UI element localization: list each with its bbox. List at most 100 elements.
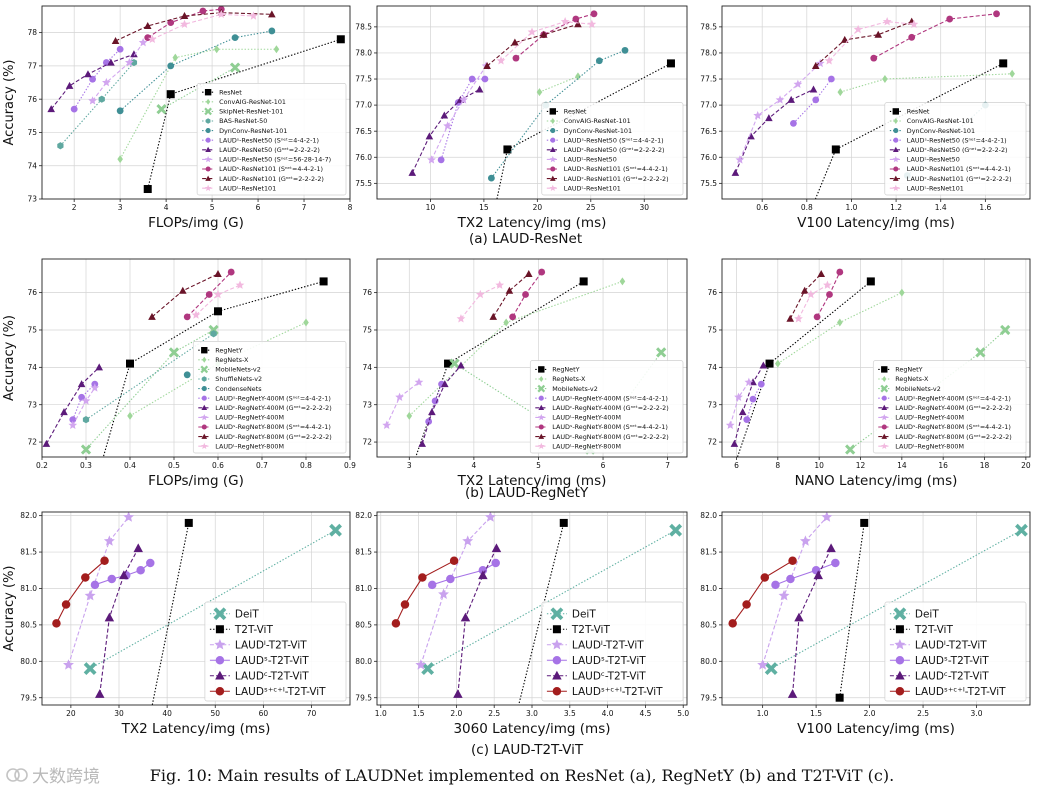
legend-marker-4 — [549, 146, 556, 153]
data-point-10-2 — [216, 9, 226, 19]
data-point-4-3 — [133, 543, 143, 553]
series-line-1 — [777, 292, 903, 365]
series-line-0 — [736, 280, 872, 457]
legend-marker-6 — [205, 146, 211, 153]
watermark-logo-icon — [6, 767, 28, 782]
data-point-2-0 — [80, 444, 92, 455]
y-tick-label: 77.0 — [355, 101, 372, 110]
legend-marker-5 — [892, 155, 900, 163]
plot-area — [382, 268, 667, 457]
legend: RegNetYRegNets-XMobileNets-v2LAUDˢ-RegNe… — [872, 360, 1027, 454]
x-axis-label: V100 Latency/img (ms) — [797, 721, 955, 737]
figure-caption: Fig. 10: Main results of LAUDNet impleme… — [149, 766, 895, 785]
series-line-2 — [420, 516, 491, 666]
data-point-3-2 — [478, 566, 488, 575]
y-tick-label: 72 — [27, 438, 37, 447]
data-point-5-0 — [427, 155, 436, 164]
data-point-1-1 — [559, 518, 568, 527]
data-point-7-0 — [786, 314, 795, 322]
x-tick-label: 0.6 — [212, 461, 224, 470]
data-point-3-0 — [90, 580, 100, 590]
series-line-0 — [89, 529, 336, 670]
y-tick-label: 82.0 — [355, 511, 372, 520]
data-point-4-3 — [491, 543, 502, 553]
series-line-0 — [496, 62, 672, 199]
data-point-4-1 — [794, 612, 804, 622]
series-line-3 — [775, 562, 836, 586]
legend-entry: DynConv-ResNet-101 — [219, 127, 287, 135]
data-point-6-0 — [42, 439, 51, 447]
data-point-7-2 — [539, 30, 548, 38]
data-point-4-0 — [418, 439, 427, 447]
data-point-8-2 — [560, 17, 570, 26]
data-point-7-3 — [574, 20, 582, 28]
legend-entry: ResNet — [564, 108, 587, 116]
x-tick-label: 0.7 — [256, 461, 268, 470]
data-point-4-3 — [759, 361, 768, 369]
data-point-4-2 — [440, 111, 449, 119]
chart-4: 3 4 5 6 7 72 73 74 75 76 TX2 Latency/img (ms) RegNe… — [362, 258, 688, 489]
legend-marker-5 — [215, 687, 225, 696]
y-tick-label: 76 — [707, 288, 717, 297]
legend-entry: LAUDᶜ-RegNetY-400M (Gⁿᵉᵗ=2-2-2-2) — [895, 404, 1011, 412]
legend-marker-5 — [895, 687, 905, 696]
legend-marker-4 — [881, 404, 888, 411]
data-point-0-2 — [579, 277, 588, 286]
y-tick-label: 82.0 — [20, 511, 37, 520]
x-tick-label: 0.5 — [168, 461, 180, 470]
legend-marker-10 — [204, 184, 212, 191]
legend-marker-0 — [881, 366, 888, 373]
series-line-1 — [839, 522, 865, 698]
legend-entry: LAUDᴵ-T2T-ViT — [235, 639, 307, 651]
data-point-1-1 — [882, 75, 888, 84]
legend-marker-10 — [201, 442, 208, 449]
legend-entry: T2T-ViT — [571, 624, 611, 636]
series-line-8 — [500, 21, 592, 62]
x-tick-label: 3 — [118, 203, 123, 212]
data-point-4-2 — [749, 378, 757, 386]
data-point-1-0 — [406, 411, 413, 420]
data-point-5-0 — [735, 155, 745, 164]
data-point-7-1 — [511, 38, 519, 46]
series-line-5 — [73, 48, 121, 110]
data-point-10-1 — [213, 289, 223, 299]
data-point-1-2 — [899, 288, 905, 297]
x-axis-label: NANO Latency/img (ms) — [795, 473, 958, 489]
legend-marker-6 — [538, 424, 544, 430]
data-point-0-1 — [765, 359, 774, 368]
y-tick-label: 81.5 — [355, 548, 372, 557]
y-tick-label: 76.0 — [700, 153, 717, 162]
y-tick-label: 76.0 — [355, 153, 372, 162]
data-point-7-0 — [489, 312, 498, 320]
data-point-3-1 — [812, 96, 820, 104]
series-line-4 — [119, 30, 272, 112]
data-point-4-2 — [813, 570, 823, 580]
legend-marker-0 — [201, 347, 208, 354]
y-tick-label: 78.0 — [700, 49, 717, 58]
y-tick-label: 74 — [707, 363, 717, 372]
legend-entry: LAUDˢ-RegNetY-800M (Sⁿᵉᵗ=4-4-2-1) — [552, 423, 668, 431]
data-point-8-1 — [806, 289, 816, 299]
axes-frame — [41, 258, 351, 458]
legend-marker-2 — [200, 365, 209, 374]
data-point-3-0 — [82, 416, 90, 424]
legend-marker-0 — [892, 108, 899, 115]
data-point-2-0 — [845, 444, 856, 455]
data-point-3-1 — [98, 95, 105, 103]
data-point-2-2 — [799, 535, 811, 546]
legend-marker-2 — [880, 384, 889, 393]
legend: RegNetYRegNets-XMobileNets-v2LAUDˢ-RegNe… — [529, 360, 684, 454]
legend-marker-1 — [550, 118, 555, 124]
legend-marker-0 — [549, 108, 556, 115]
chart-6: 20 30 40 50 60 70 79.5 80.0 80.5 81.0 81.5 82.0 TX2 … — [2, 511, 351, 737]
legend-marker-3 — [538, 395, 544, 401]
x-tick-label: 70 — [307, 709, 317, 718]
y-tick-label: 77.5 — [700, 75, 717, 84]
data-point-6-2 — [572, 15, 580, 23]
x-axis-label: V100 Latency/img (ms) — [797, 215, 955, 231]
data-point-2-1 — [975, 347, 986, 358]
sublabel-regnety: (b) LAUD-RegNetY — [465, 485, 589, 501]
x-tick-label: 20 — [1021, 461, 1031, 470]
data-point-0-0 — [143, 185, 152, 194]
x-tick-label: 16 — [938, 461, 948, 470]
